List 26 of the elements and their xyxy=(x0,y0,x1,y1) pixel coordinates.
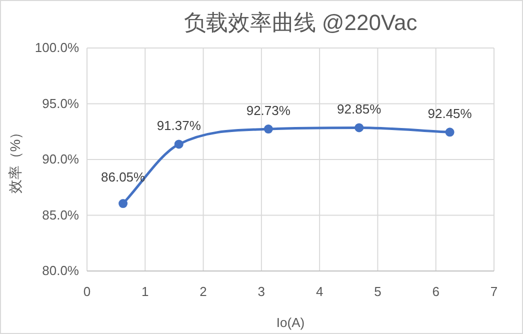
point xyxy=(445,128,454,137)
data-label: 86.05% xyxy=(101,170,146,185)
x-tick-label: 4 xyxy=(316,284,324,299)
x-tick-label: 0 xyxy=(83,284,91,299)
y-tick-label: 80.0% xyxy=(42,263,80,278)
x-tick-label: 5 xyxy=(374,284,382,299)
x-tick-label: 3 xyxy=(258,284,266,299)
y-tick-label: 95.0% xyxy=(42,96,80,111)
point xyxy=(354,123,364,132)
data-label: 91.37% xyxy=(156,118,202,134)
y-tick-label: 100.0% xyxy=(34,40,80,55)
point xyxy=(174,140,184,149)
y-tick-label: 90.0% xyxy=(42,152,80,166)
point xyxy=(118,199,128,208)
x-tick-label: 6 xyxy=(432,284,440,299)
data-label: 92.73% xyxy=(246,103,291,118)
chart-title: 负载效率曲线 @220Vac xyxy=(184,10,418,35)
data-label: 92.45% xyxy=(428,106,472,122)
x-axis-title: Io(A) xyxy=(276,315,305,330)
y-tick-label: 85.0% xyxy=(42,207,80,222)
point xyxy=(264,124,273,134)
x-tick-label: 1 xyxy=(142,284,149,299)
data-label: 92.85% xyxy=(337,102,382,117)
x-tick-label: 2 xyxy=(200,284,207,299)
y-axis-title: 效率（%） xyxy=(7,125,23,194)
x-tick-label: 7 xyxy=(490,284,498,299)
